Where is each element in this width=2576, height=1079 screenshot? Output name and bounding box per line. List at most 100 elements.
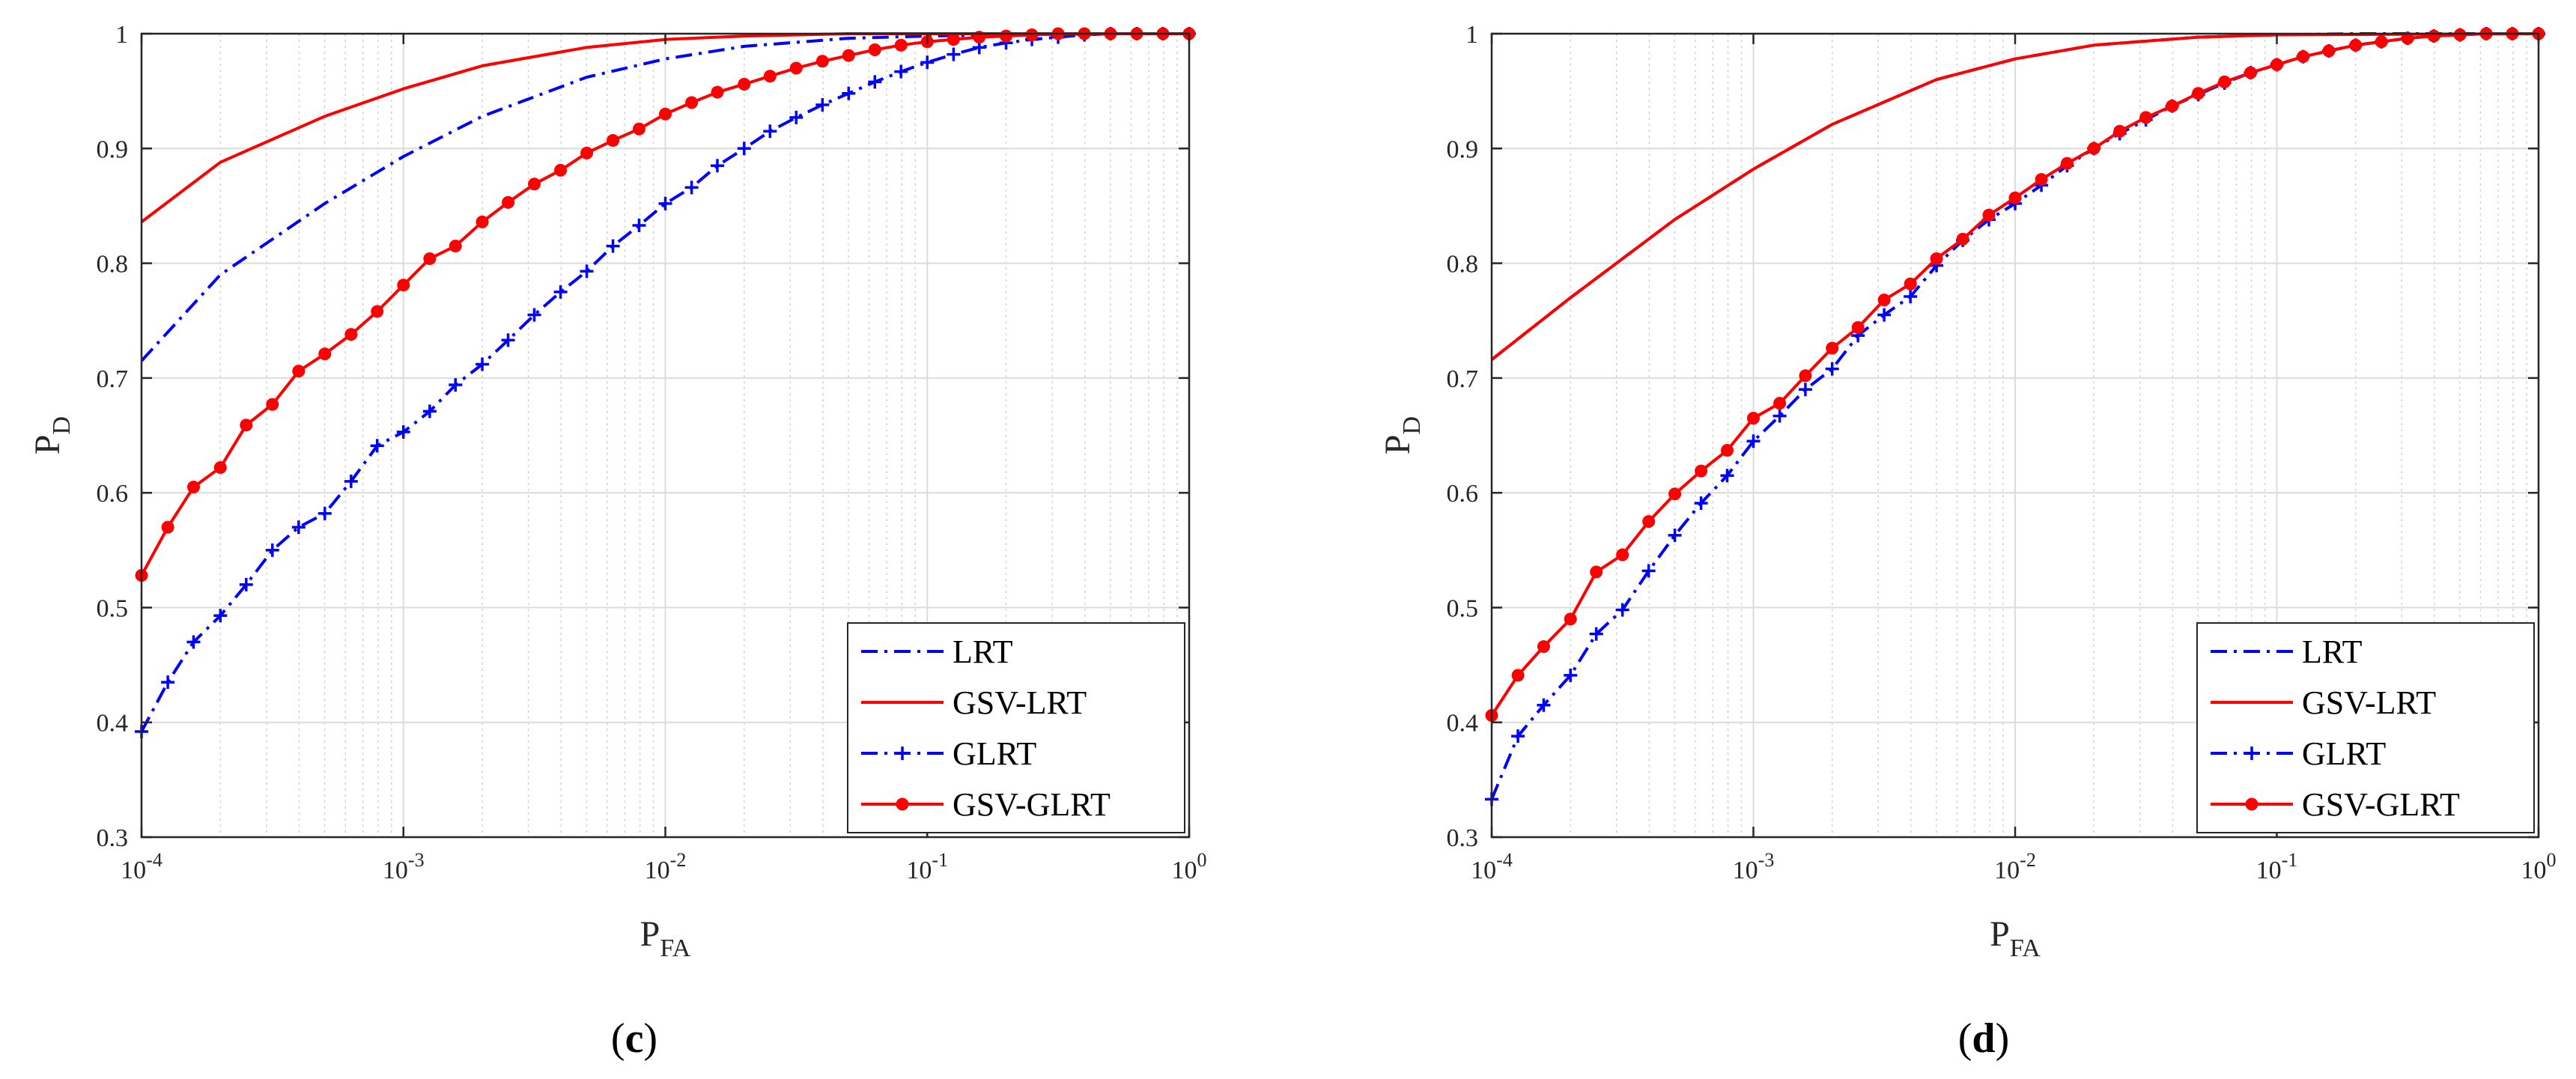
panel-label: (d) — [1958, 1015, 2009, 1062]
data-point — [476, 215, 489, 228]
label-sub: D — [48, 416, 76, 435]
data-point — [2113, 124, 2127, 138]
tick-exponent: -2 — [670, 849, 687, 871]
data-point — [606, 239, 620, 253]
data-point — [815, 98, 830, 112]
legend-entry: GLRT — [2211, 735, 2386, 772]
data-point — [213, 461, 227, 474]
legend-label: GSV-GLRT — [2302, 786, 2460, 823]
data-point — [1668, 487, 1682, 501]
data-point — [711, 85, 724, 99]
legend-label: GLRT — [953, 735, 1036, 772]
data-point — [1668, 528, 1682, 542]
data-point — [1000, 29, 1013, 43]
series-line — [140, 32, 1189, 732]
data-point — [738, 77, 751, 91]
data-point — [1877, 308, 1892, 322]
legend-marker — [2245, 797, 2258, 811]
panel-label: (c) — [611, 1015, 657, 1062]
x-tick-label: 100 — [2521, 849, 2557, 884]
legend-entry: GSV-LRT — [2211, 684, 2436, 721]
legend-entry: GLRT — [861, 735, 1036, 772]
y-tick-label: 1 — [115, 21, 128, 49]
data-point — [973, 31, 986, 44]
panel-label-letter: d — [1972, 1015, 1995, 1062]
data-point — [684, 180, 699, 195]
data-point — [161, 675, 175, 690]
data-point — [658, 196, 672, 210]
data-point — [527, 308, 541, 322]
data-point — [370, 439, 384, 453]
data-point — [580, 264, 594, 279]
tick-exponent: -4 — [1496, 849, 1513, 871]
series-gsv-glrt — [1485, 27, 2545, 723]
panel-label-close: ) — [643, 1015, 657, 1062]
panel-label-close: ) — [1996, 1015, 2010, 1062]
y-tick-label: 0.3 — [97, 824, 129, 852]
y-tick-label: 0.7 — [97, 365, 129, 393]
tick-base: 10 — [383, 857, 408, 884]
data-point — [1826, 341, 1839, 355]
data-point — [789, 110, 804, 124]
label-main: P — [28, 434, 67, 455]
y-axis-label: PD — [1378, 416, 1426, 455]
data-point — [1641, 564, 1656, 578]
tick-exponent: -3 — [408, 849, 425, 871]
tick-base: 10 — [1471, 857, 1496, 884]
data-point — [422, 404, 437, 419]
legend-entry: GSV-LRT — [861, 684, 1087, 721]
label-main: P — [640, 914, 660, 954]
data-point — [2166, 100, 2179, 113]
legend-label: LRT — [2302, 633, 2363, 670]
x-tick-label: 10-4 — [1471, 849, 1513, 884]
data-point — [449, 240, 462, 253]
data-point — [2349, 38, 2363, 52]
series-line — [1490, 32, 2539, 361]
data-point — [1590, 565, 1603, 579]
y-tick-label: 0.8 — [97, 251, 129, 279]
legend-entry: LRT — [2211, 633, 2363, 670]
data-point — [1877, 294, 1891, 307]
label-main: P — [1990, 914, 2010, 954]
data-point — [947, 33, 960, 46]
data-point — [2401, 31, 2414, 45]
legend: LRT GSV-LRT GLRT GSV-GLRT — [2196, 622, 2535, 833]
legend-label: GSV-GLRT — [953, 786, 1111, 823]
data-point — [528, 177, 541, 191]
tick-base: 10 — [2521, 857, 2547, 884]
data-point — [2453, 28, 2467, 42]
y-tick-label: 0.5 — [97, 595, 129, 622]
data-point — [632, 122, 645, 136]
data-point — [1956, 232, 1969, 246]
data-point — [476, 357, 490, 371]
x-tick-label: 10-3 — [1733, 849, 1775, 884]
tick-exponent: -4 — [146, 849, 162, 871]
tick-base: 10 — [1172, 857, 1197, 884]
data-point — [1982, 208, 1996, 222]
data-point — [1537, 640, 1550, 654]
data-point — [1511, 669, 1525, 682]
data-point — [1695, 464, 1708, 478]
data-point — [265, 543, 279, 557]
data-point — [266, 398, 279, 411]
data-point — [894, 64, 908, 79]
legend-marker — [896, 797, 909, 811]
data-point — [2270, 58, 2283, 71]
data-point — [842, 49, 855, 62]
data-point — [501, 333, 515, 347]
y-tick-label: 0.9 — [1447, 136, 1479, 163]
data-point — [868, 75, 882, 89]
data-point — [763, 70, 777, 83]
y-tick-label: 0.6 — [1447, 480, 1479, 508]
data-point — [161, 520, 174, 534]
data-point — [1642, 514, 1656, 528]
data-point — [397, 279, 410, 292]
data-point — [2375, 35, 2388, 49]
series-gsv-lrt — [1490, 32, 2539, 361]
legend-box — [2196, 622, 2535, 833]
data-point — [318, 347, 332, 361]
data-point — [920, 55, 935, 70]
data-point — [2008, 191, 2022, 204]
data-point — [1615, 603, 1629, 617]
